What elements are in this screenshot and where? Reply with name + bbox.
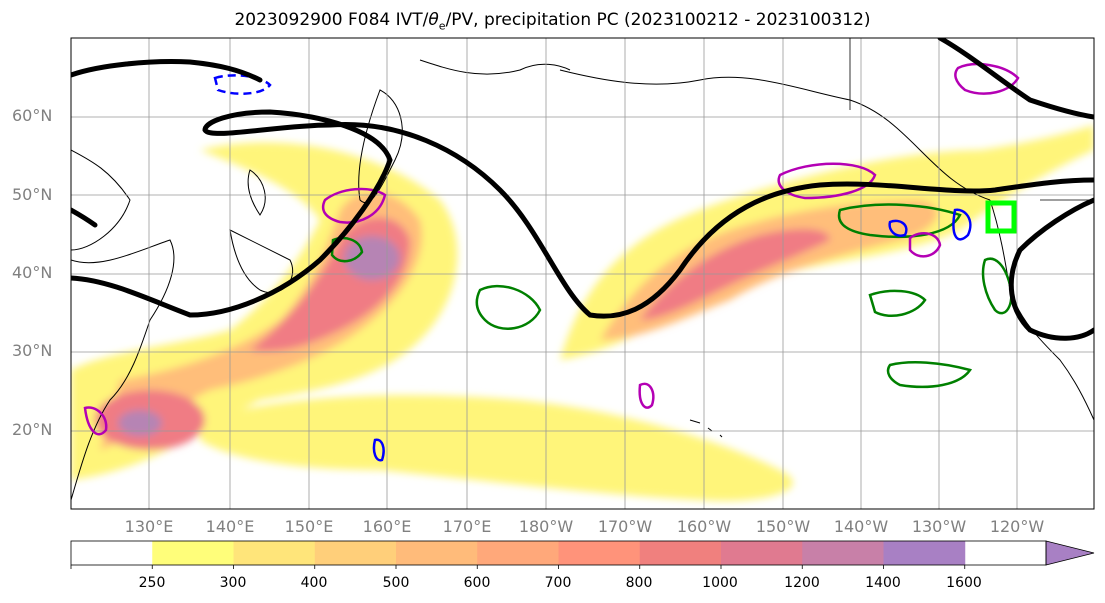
- lat-label-40n: 40°N: [12, 263, 53, 282]
- colorbar-segment-1000: [721, 541, 803, 565]
- colorbar-segment-600: [477, 541, 559, 565]
- colorbar-segment-below: [71, 541, 153, 565]
- highlight-box: [985, 200, 1017, 234]
- precip-green-coast: [981, 257, 1013, 315]
- precip-blue-east: [888, 208, 972, 241]
- coastline-hawaii: [689, 419, 723, 438]
- colorbar-label-700: 700: [544, 575, 572, 591]
- colorbar-segments: [71, 541, 966, 565]
- colorbar-segment-1200: [802, 541, 884, 565]
- colorbar-label-400: 400: [300, 575, 328, 591]
- pv-contour-trough: [1008, 197, 1094, 341]
- colorbar-label-1400: 1400: [865, 575, 901, 591]
- ivt-peak-typhoon: [118, 410, 162, 436]
- lon-label-140e: 140°E: [205, 517, 255, 536]
- coastline-alaska: [559, 69, 991, 201]
- lon-label-160w: 160°W: [676, 517, 732, 536]
- colorbar-segment-700: [558, 541, 641, 565]
- lon-label-160e: 160°E: [362, 517, 412, 536]
- colorbar-label-1600: 1600: [946, 575, 982, 591]
- colorbar-label-500: 500: [382, 575, 410, 591]
- pv-contour-northeast: [937, 38, 1094, 120]
- lat-label-50n: 50°N: [12, 185, 53, 204]
- precip-magenta-central: [638, 382, 655, 409]
- title-theta: θ: [428, 10, 439, 30]
- precip-magenta-east: [908, 232, 942, 258]
- colorbar-label-300: 300: [219, 575, 247, 591]
- colorbar-ticks: [70, 565, 966, 569]
- ivt-core-central: [640, 228, 830, 320]
- lon-label-180w: 180°W: [518, 517, 574, 536]
- colorbar-segment-800: [639, 541, 722, 565]
- precip-blue-south: [372, 438, 385, 462]
- lon-label-140w: 140°W: [833, 517, 889, 536]
- coastline-siberia: [419, 59, 571, 75]
- title-main: 2023092900 F084 IVT/: [234, 10, 429, 30]
- precip-green-west: [330, 236, 364, 263]
- map-title: 2023092900 F084 IVT/θe/PV, precipitation…: [0, 10, 1105, 32]
- lon-label-150w: 150°W: [755, 517, 811, 536]
- ivt-band-south: [200, 395, 793, 501]
- lat-label-30n: 30°N: [12, 341, 53, 360]
- colorbar-extend-arrow: [1045, 540, 1095, 566]
- colorbar-segment-500: [396, 541, 478, 565]
- colorbar-label-800: 800: [625, 575, 653, 591]
- colorbar-segment-1400: [883, 541, 966, 565]
- ivt-peak-west: [344, 236, 400, 280]
- title-subscript: e: [438, 19, 446, 33]
- colorbar-segment-300: [233, 541, 316, 565]
- lon-label-150e: 150°E: [284, 517, 334, 536]
- pv-contour-asia: [71, 207, 98, 228]
- lon-label-170w: 170°W: [597, 517, 653, 536]
- lon-label-170e: 170°E: [442, 517, 492, 536]
- precip-green-subtropical: [475, 284, 542, 330]
- map-frame: [70, 37, 1095, 510]
- colorbar-label-1200: 1200: [784, 575, 820, 591]
- precip-magenta-typhoon: [83, 406, 108, 436]
- precip-magenta-kamchatka: [321, 187, 387, 224]
- colorbar-label-600: 600: [463, 575, 491, 591]
- precip-green-northpacific: [868, 289, 927, 317]
- precip-magenta-alaska: [954, 62, 1020, 95]
- coastlines: [71, 38, 1094, 501]
- pv-contour-main: [71, 109, 1094, 319]
- colorbar-segment-400: [314, 541, 397, 565]
- colorbar-segment-250: [152, 541, 234, 565]
- lon-label-130e: 130°E: [124, 517, 174, 536]
- lon-label-130w: 130°W: [911, 517, 967, 536]
- lat-label-60n: 60°N: [12, 106, 53, 125]
- border-canada-us: [849, 38, 1094, 201]
- colorbar-label-250: 250: [138, 575, 166, 591]
- title-rest: /PV, precipitation PC (2023100212 - 2023…: [445, 10, 871, 30]
- ivt-shading: [71, 125, 1094, 501]
- lon-label-120w: 120°W: [989, 517, 1045, 536]
- precip-green-east: [837, 203, 962, 239]
- precip-blue-west: [213, 74, 272, 95]
- pv-contour-northwest: [71, 59, 263, 83]
- pv-contours: [71, 38, 1094, 341]
- colorbar-label-1000: 1000: [702, 575, 738, 591]
- precip-green-tropics: [886, 361, 973, 389]
- lat-label-20n: 20°N: [12, 420, 53, 439]
